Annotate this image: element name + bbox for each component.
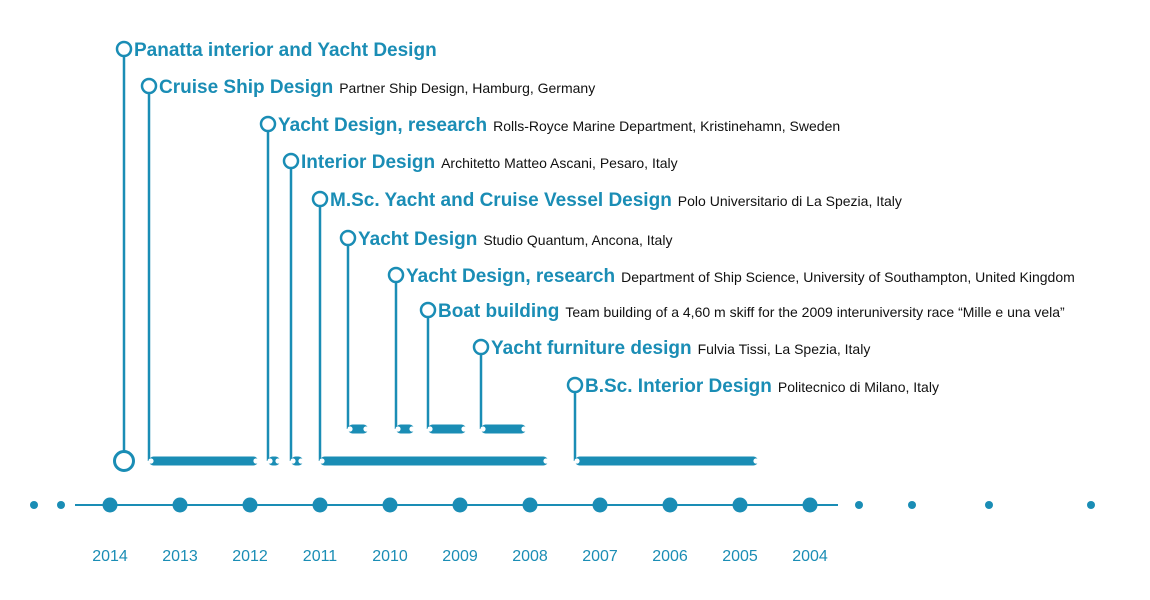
bar-end-dot — [753, 458, 759, 464]
event-marker — [566, 376, 584, 394]
bar-end-dot — [543, 458, 549, 464]
event-label: Yacht Design, research Department of Ship… — [406, 266, 1075, 287]
event-marker — [419, 301, 437, 319]
event-title: Interior Design — [301, 152, 435, 173]
event-marker — [472, 338, 490, 356]
bar-start-dot — [267, 458, 273, 464]
event-label: Boat building Team building of a 4,60 m s… — [438, 301, 1065, 322]
bar-end-dot — [461, 426, 467, 432]
year-label: 2006 — [652, 548, 688, 565]
ongoing-event-anchor — [113, 450, 135, 472]
event-description: Partner Ship Design, Hamburg, Germany — [339, 80, 595, 96]
event-title: M.Sc. Yacht and Cruise Vessel Design — [330, 190, 672, 211]
event-description: Politecnico di Milano, Italy — [778, 379, 939, 395]
event-title: Panatta interior and Yacht Design — [134, 40, 437, 61]
bar-start-dot — [427, 426, 433, 432]
event-label: Yacht Design Studio Quantum, Ancona, Ital… — [358, 229, 672, 250]
event-duration-bar — [320, 456, 548, 466]
event-duration-bar — [575, 456, 758, 466]
year-marker — [662, 497, 678, 513]
bar-start-dot — [290, 458, 296, 464]
event-marker — [282, 152, 300, 170]
year-label: 2004 — [792, 548, 828, 565]
year-marker — [802, 497, 818, 513]
event-description: Polo Universitario di La Spezia, Italy — [678, 193, 902, 209]
year-marker — [172, 497, 188, 513]
year-label: 2012 — [232, 548, 268, 565]
bar-end-dot — [363, 426, 369, 432]
year-marker — [242, 497, 258, 513]
year-label: 2005 — [722, 548, 758, 565]
axis-decor-dot — [985, 501, 993, 509]
axis-decor-dot — [57, 501, 65, 509]
event-description: Fulvia Tissi, La Spezia, Italy — [698, 341, 871, 357]
year-marker — [522, 497, 538, 513]
bar-start-dot — [480, 426, 486, 432]
year-label: 2011 — [303, 548, 338, 565]
event-description: Rolls-Royce Marine Department, Kristineh… — [493, 118, 840, 134]
event-title: Yacht Design, research — [278, 115, 487, 136]
event-title: B.Sc. Interior Design — [585, 376, 772, 397]
event-duration-bar — [481, 424, 526, 434]
event-duration-bar — [396, 424, 414, 434]
event-title: Yacht Design — [358, 229, 477, 250]
axis-decor-dot — [30, 501, 38, 509]
event-description: Department of Ship Science, University o… — [621, 269, 1075, 285]
event-duration-bar — [428, 424, 466, 434]
event-marker — [311, 190, 329, 208]
year-label: 2014 — [92, 548, 128, 565]
event-title: Yacht furniture design — [491, 338, 692, 359]
event-description: Studio Quantum, Ancona, Italy — [483, 232, 672, 248]
event-label: B.Sc. Interior Design Politecnico di Mila… — [585, 376, 939, 397]
year-label: 2013 — [162, 548, 198, 565]
bar-end-dot — [409, 426, 415, 432]
event-label: Cruise Ship Design Partner Ship Design, H… — [159, 77, 595, 98]
year-label: 2008 — [512, 548, 548, 565]
event-label: Yacht Design, research Rolls-Royce Marine… — [278, 115, 840, 136]
year-marker — [452, 497, 468, 513]
year-marker — [102, 497, 118, 513]
event-marker — [140, 77, 158, 95]
event-title: Boat building — [438, 301, 559, 322]
bar-end-dot — [253, 458, 259, 464]
bar-start-dot — [574, 458, 580, 464]
year-label: 2007 — [582, 548, 618, 565]
bar-start-dot — [347, 426, 353, 432]
axis-decor-dot — [855, 501, 863, 509]
bar-start-dot — [319, 458, 325, 464]
bar-end-dot — [275, 458, 281, 464]
bar-end-dot — [521, 426, 527, 432]
year-marker — [732, 497, 748, 513]
event-marker — [339, 229, 357, 247]
event-description: Architetto Matteo Ascani, Pesaro, Italy — [441, 155, 678, 171]
axis-decor-dot — [1087, 501, 1095, 509]
event-description: Team building of a 4,60 m skiff for the … — [565, 304, 1065, 320]
year-marker — [592, 497, 608, 513]
event-label: Panatta interior and Yacht Design — [134, 40, 437, 61]
bar-end-dot — [298, 458, 304, 464]
bar-start-dot — [148, 458, 154, 464]
year-label: 2009 — [442, 548, 478, 565]
event-label: Interior Design Architetto Matteo Ascani,… — [301, 152, 678, 173]
event-duration-bar — [149, 456, 258, 466]
event-label: M.Sc. Yacht and Cruise Vessel Design Polo… — [330, 190, 902, 211]
year-label: 2010 — [372, 548, 408, 565]
event-duration-bar — [348, 424, 368, 434]
event-title: Yacht Design, research — [406, 266, 615, 287]
event-marker — [387, 266, 405, 284]
event-marker — [259, 115, 277, 133]
event-marker — [115, 40, 133, 58]
event-title: Cruise Ship Design — [159, 77, 333, 98]
year-marker — [312, 497, 328, 513]
event-label: Yacht furniture design Fulvia Tissi, La S… — [491, 338, 870, 359]
year-marker — [382, 497, 398, 513]
bar-start-dot — [395, 426, 401, 432]
axis-decor-dot — [908, 501, 916, 509]
